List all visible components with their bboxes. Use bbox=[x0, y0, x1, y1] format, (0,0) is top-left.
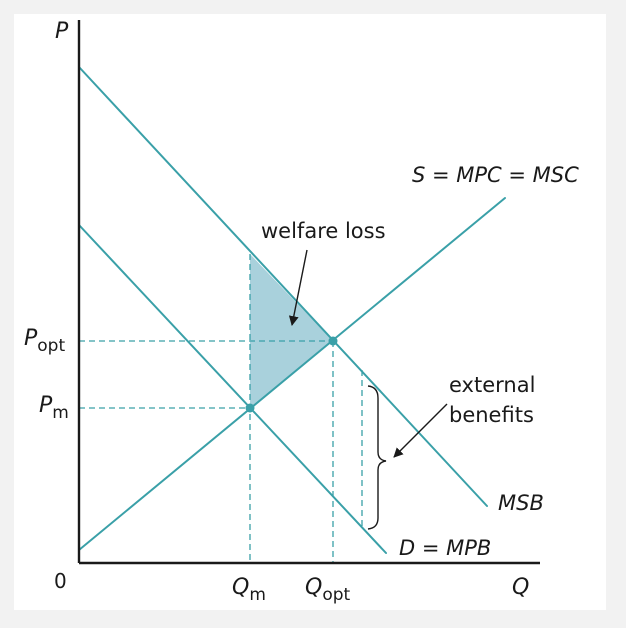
q-opt-label: Qopt bbox=[305, 575, 351, 605]
x-axis-label: Q bbox=[512, 575, 529, 600]
q-m-label: Qm bbox=[232, 575, 266, 605]
external-benefits-brace bbox=[367, 385, 387, 530]
optimum-point bbox=[328, 336, 338, 346]
external-benefits-arrow bbox=[393, 403, 448, 458]
diagram-frame bbox=[14, 14, 606, 610]
demand-curve-label: D = MPB bbox=[399, 536, 491, 560]
external-benefits-label-line1: external bbox=[449, 373, 535, 397]
origin-label: 0 bbox=[54, 569, 67, 593]
p-m-label: Pm bbox=[39, 393, 69, 423]
market-point bbox=[245, 403, 255, 413]
supply-curve-label: S = MPC = MSC bbox=[412, 163, 579, 187]
external-benefits-label-line2: benefits bbox=[449, 403, 534, 427]
p-opt-label: Popt bbox=[24, 326, 65, 356]
welfare-loss-area bbox=[250, 254, 333, 408]
msb-curve bbox=[78, 66, 488, 507]
msb-curve-label: MSB bbox=[498, 491, 544, 515]
welfare-loss-arrow bbox=[288, 249, 308, 326]
welfare-loss-label: welfare loss bbox=[261, 219, 386, 243]
supply-curve bbox=[78, 197, 506, 551]
demand-curve bbox=[78, 224, 387, 554]
y-axis-label: P bbox=[55, 19, 69, 44]
